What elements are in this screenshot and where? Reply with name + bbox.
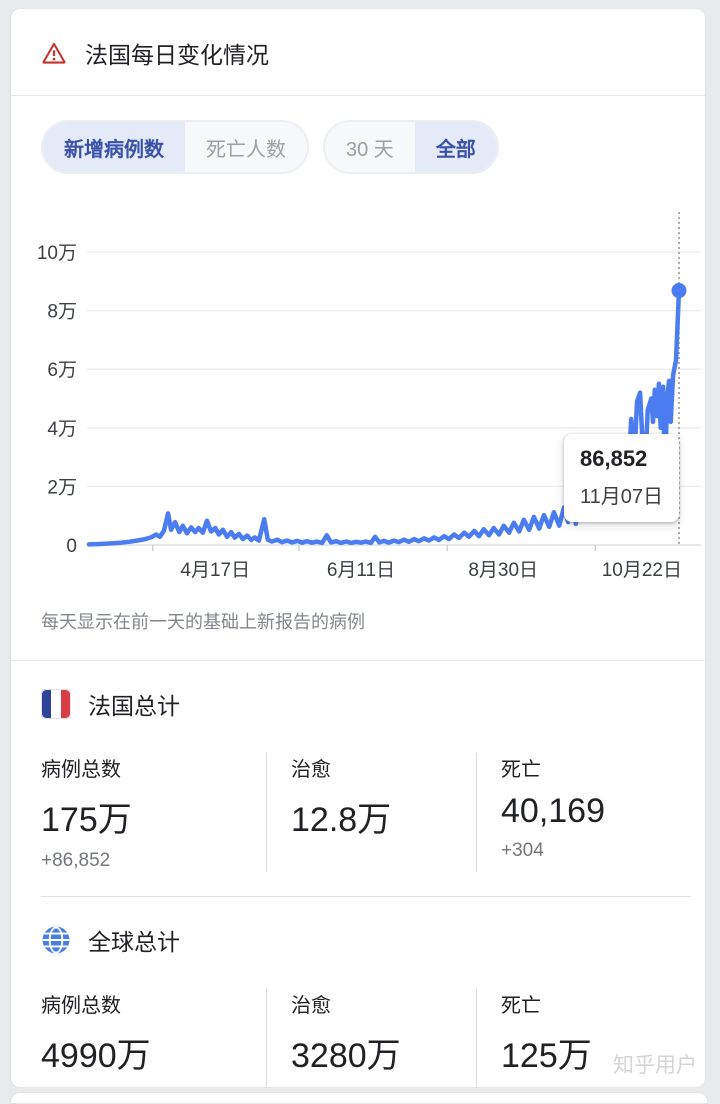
stat-value: 12.8万 xyxy=(291,801,392,839)
globe-icon xyxy=(41,925,71,955)
stat-global-recovered: 治愈 3280万 xyxy=(266,989,476,1087)
france-totals-section: 法国总计 病例总数 175万 +86,852 治愈 12.8万 死亡 40,16… xyxy=(11,661,705,896)
chart-canvas[interactable]: 0 2万 4万 6万 8万 10万 4月17日 6月11日 8月30日 10月22日 xyxy=(11,184,706,586)
tooltip-date: 11月07日 xyxy=(580,486,664,508)
card-header: 法国每日变化情况 xyxy=(11,9,705,96)
watermark: 知乎用户 xyxy=(613,1054,697,1077)
stat-delta xyxy=(501,1086,681,1087)
global-totals-title: 全球总计 xyxy=(88,929,180,955)
stat-value: 3280万 xyxy=(291,1037,401,1075)
range-toggle-group: 30 天 全部 xyxy=(323,120,499,174)
next-card-edge xyxy=(10,1092,708,1104)
svg-text:4万: 4万 xyxy=(47,419,77,440)
chart-tooltip: 86,852 11月07日 xyxy=(564,434,679,522)
stat-value: 175万 xyxy=(41,801,132,839)
france-flag-icon xyxy=(41,689,71,719)
section-divider xyxy=(11,660,705,661)
stat-france-deaths: 死亡 40,169 +304 xyxy=(476,753,681,872)
range-option-30-days[interactable]: 30 天 xyxy=(346,138,394,161)
stat-label: 死亡 xyxy=(501,759,541,781)
stat-label: 死亡 xyxy=(501,995,541,1017)
svg-text:4月17日: 4月17日 xyxy=(180,560,250,581)
section-divider xyxy=(41,896,691,897)
stat-value: 4990万 xyxy=(41,1037,151,1075)
chart-controls: 新增病例数 死亡人数 30 天 全部 xyxy=(11,96,705,174)
svg-text:10万: 10万 xyxy=(37,243,77,264)
france-totals-title: 法国总计 xyxy=(88,693,180,719)
stat-value: 40,169 xyxy=(501,792,605,830)
range-option-all[interactable]: 全部 xyxy=(414,122,497,172)
stat-delta xyxy=(41,1086,266,1087)
stat-value: 125万 xyxy=(501,1037,592,1075)
stat-delta xyxy=(291,1086,476,1087)
covid-stats-card: 法国每日变化情况 新增病例数 死亡人数 30 天 全部 0 2万 4万 6万 8万 10万… xyxy=(10,8,706,1088)
warning-icon xyxy=(41,40,67,66)
stat-label: 病例总数 xyxy=(41,995,121,1017)
stat-france-total-cases: 病例总数 175万 +86,852 xyxy=(41,753,266,872)
global-totals-section: 全球总计 病例总数 4990万 治愈 3280万 死亡 125万 xyxy=(11,897,705,1087)
svg-text:8万: 8万 xyxy=(47,302,77,323)
svg-text:0: 0 xyxy=(66,536,77,557)
svg-text:10月22日: 10月22日 xyxy=(602,560,682,581)
stat-delta: +86,852 xyxy=(41,850,111,871)
metric-option-new-cases[interactable]: 新增病例数 xyxy=(43,122,185,172)
daily-change-chart[interactable]: 0 2万 4万 6万 8万 10万 4月17日 6月11日 8月30日 10月22日 86,852… xyxy=(11,184,705,586)
stat-label: 治愈 xyxy=(291,759,331,781)
stat-label: 治愈 xyxy=(291,995,331,1017)
svg-text:8月30日: 8月30日 xyxy=(468,560,538,581)
svg-text:2万: 2万 xyxy=(47,477,77,498)
stat-delta: +304 xyxy=(501,840,544,861)
svg-text:6万: 6万 xyxy=(47,360,77,381)
metric-option-deaths[interactable]: 死亡人数 xyxy=(206,138,286,161)
metric-toggle-group: 新增病例数 死亡人数 xyxy=(41,120,309,174)
stat-label: 病例总数 xyxy=(41,759,121,781)
stat-france-recovered: 治愈 12.8万 xyxy=(266,753,476,872)
stat-global-total-cases: 病例总数 4990万 xyxy=(41,989,266,1087)
page-title: 法国每日变化情况 xyxy=(85,42,269,68)
stat-global-deaths: 死亡 125万 xyxy=(476,989,681,1087)
svg-text:6月11日: 6月11日 xyxy=(327,560,395,581)
stat-delta xyxy=(291,850,476,872)
tooltip-value: 86,852 xyxy=(580,446,648,471)
chart-caption: 每天显示在前一天的基础上新报告的病例 xyxy=(41,612,365,632)
